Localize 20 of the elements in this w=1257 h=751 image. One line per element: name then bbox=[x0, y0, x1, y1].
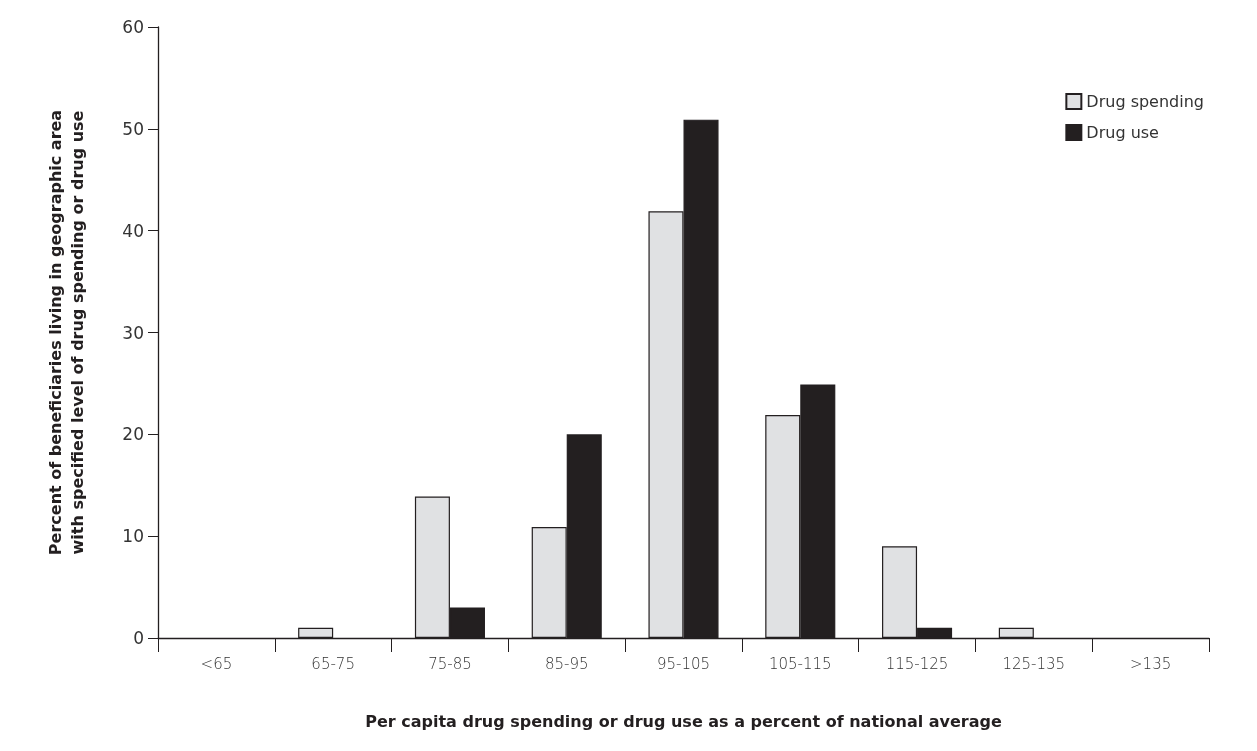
legend-label: Drug use bbox=[1086, 123, 1159, 142]
x-axis-title: Per capita drug spending or drug use as a percent of national average bbox=[365, 711, 1002, 731]
y-tick-label: 30 bbox=[122, 322, 144, 343]
y-tick-label: 40 bbox=[122, 220, 144, 241]
x-tick-label: 85-95 bbox=[544, 654, 589, 673]
x-tick-label: 65-75 bbox=[311, 654, 355, 673]
legend-label: Drug spending bbox=[1086, 92, 1204, 111]
x-tick-label: 105-115 bbox=[768, 654, 832, 673]
x-tick-label: <65 bbox=[200, 654, 233, 673]
x-tick-label: 115-125 bbox=[885, 654, 949, 673]
y-tick-label: 0 bbox=[133, 628, 144, 648]
x-tick-label: >135 bbox=[1130, 654, 1172, 673]
x-tick-label: 95-105 bbox=[656, 654, 711, 673]
y-tick-label: 50 bbox=[122, 118, 144, 139]
y-tick-label: 20 bbox=[122, 424, 144, 445]
x-tick-label: 75-85 bbox=[428, 654, 472, 673]
y-tick-label: 10 bbox=[122, 526, 144, 547]
x-tick-label: 125-135 bbox=[1002, 654, 1066, 673]
y-tick-label: 60 bbox=[122, 17, 144, 37]
y-axis-title: Percent of beneficiaries living in geographic area with specified level of drug spending or drug use bbox=[45, 109, 87, 556]
